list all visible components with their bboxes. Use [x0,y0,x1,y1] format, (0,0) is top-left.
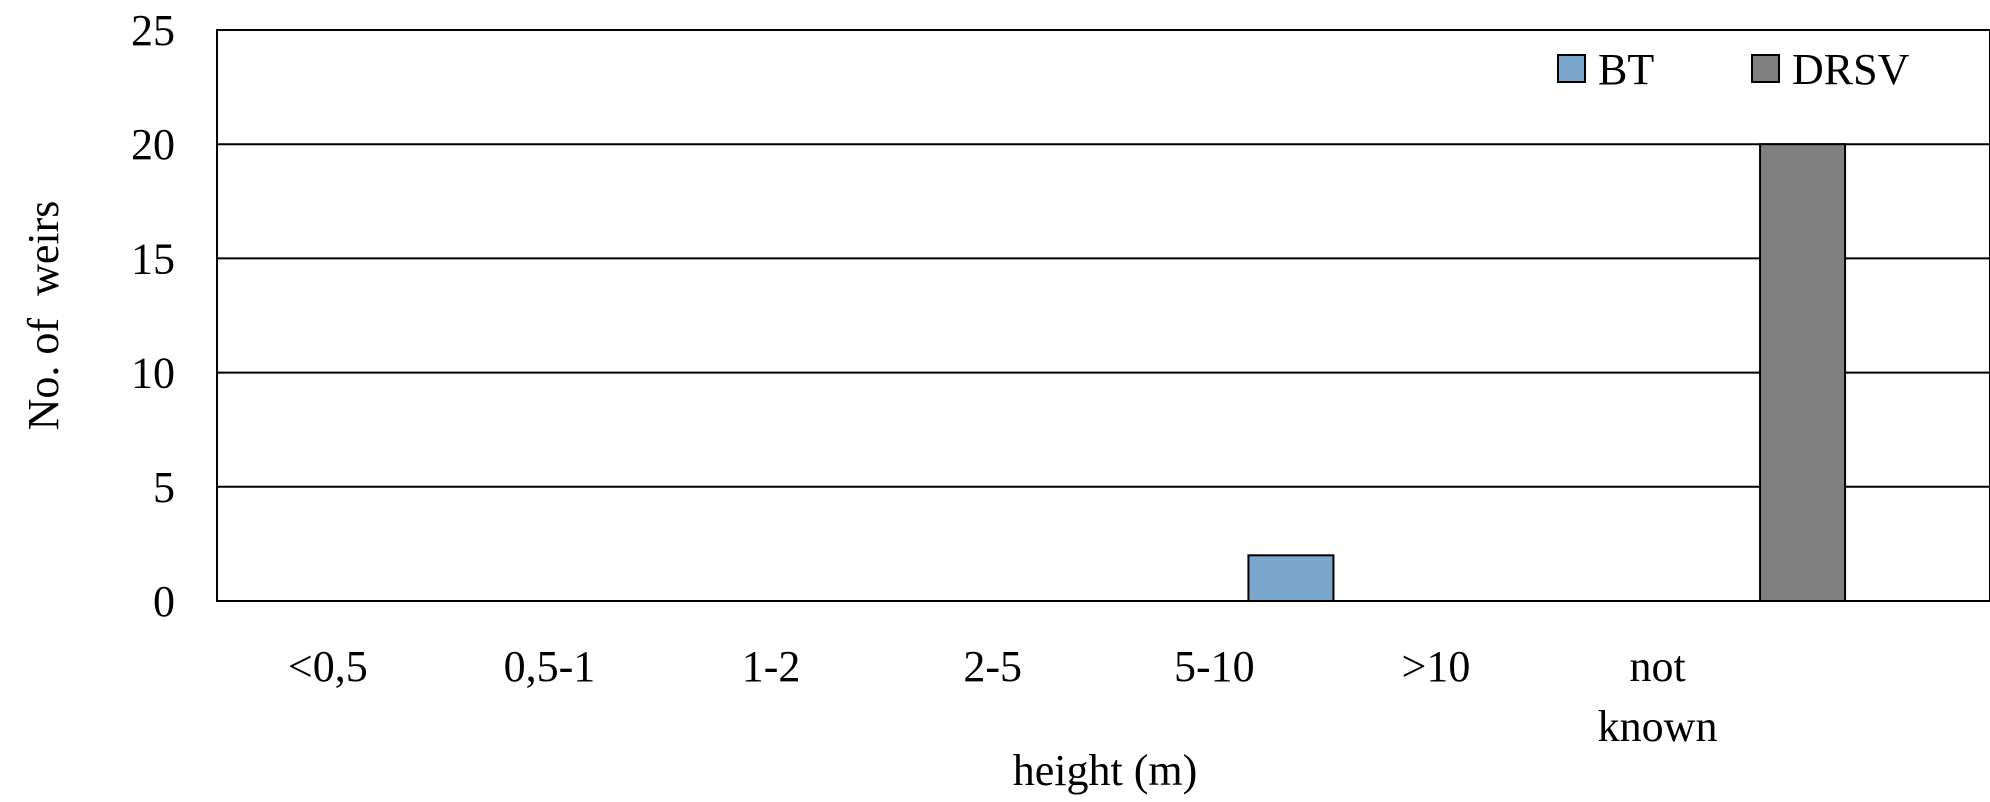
x-category-label: <0,5 [288,642,368,691]
x-category-label: known [1598,702,1718,751]
y-tick-label: 5 [153,463,175,512]
legend-swatch-drsv [1751,54,1780,83]
x-category-label: 5-10 [1174,642,1255,691]
y-tick-labels: 0 5 10 15 20 25 [131,6,175,626]
legend-label-drsv: DRSV [1792,45,1910,94]
x-category-label: 2-5 [963,642,1022,691]
x-category-label: not [1629,642,1685,691]
y-tick-label: 25 [131,6,175,55]
bars [1247,143,1847,603]
x-category-label: 0,5-1 [504,642,596,691]
y-tick-label: 0 [153,577,175,626]
gridlines [217,29,1990,602]
x-category-label: >10 [1402,642,1471,691]
bar-bt [1247,554,1335,603]
y-axis-title: No. of weirs [19,201,68,431]
x-axis-title: height (m) [1013,746,1198,795]
bar-drsv [1759,143,1847,602]
y-tick-label: 10 [131,349,175,398]
y-tick-label: 20 [131,120,175,169]
x-category-labels: <0,5 0,5-1 1-2 2-5 5-10 >10 not known [288,642,1718,751]
y-tick-label: 15 [131,234,175,283]
legend-swatch-bt [1557,54,1586,83]
legend: BT DRSV [1557,45,1910,94]
legend-label-bt: BT [1598,45,1654,94]
plot-area [216,29,1990,602]
x-category-label: 1-2 [742,642,801,691]
